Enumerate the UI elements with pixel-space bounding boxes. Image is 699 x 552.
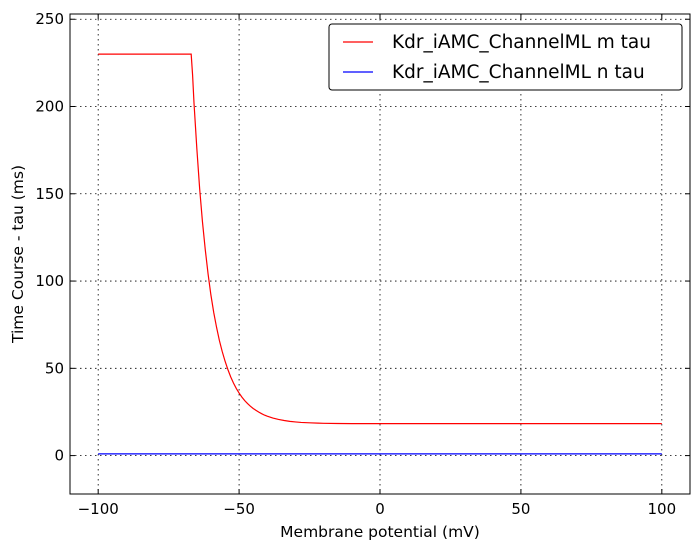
y-tick-label: 200 bbox=[35, 98, 64, 116]
x-axis-label: Membrane potential (mV) bbox=[280, 523, 480, 541]
y-tick-label: 250 bbox=[35, 10, 64, 28]
x-tick-label: −100 bbox=[78, 500, 119, 518]
y-axis-label: Time Course - tau (ms) bbox=[9, 165, 27, 344]
y-tick-label: 50 bbox=[45, 359, 64, 377]
series-line-m-tau bbox=[98, 53, 662, 425]
x-tick-label: 50 bbox=[511, 500, 530, 518]
series-layer bbox=[98, 53, 662, 455]
y-tick-label: 0 bbox=[54, 447, 64, 465]
legend-label-m-tau: Kdr_iAMC_ChannelML m tau bbox=[392, 32, 651, 53]
legend-box bbox=[328, 23, 683, 91]
grid bbox=[70, 14, 690, 494]
ticks: −100 −50 0 50 100 0 50 100 150 200 250 bbox=[35, 10, 690, 518]
y-tick-label: 150 bbox=[35, 185, 64, 203]
x-tick-label: 100 bbox=[647, 500, 676, 518]
x-tick-label: −50 bbox=[223, 500, 255, 518]
legend: Kdr_iAMC_ChannelML m tau Kdr_iAMC_Channe… bbox=[328, 23, 683, 91]
legend-label-n-tau: Kdr_iAMC_ChannelML n tau bbox=[392, 62, 645, 83]
y-tick-label: 100 bbox=[35, 272, 64, 290]
x-tick-label: 0 bbox=[375, 500, 385, 518]
